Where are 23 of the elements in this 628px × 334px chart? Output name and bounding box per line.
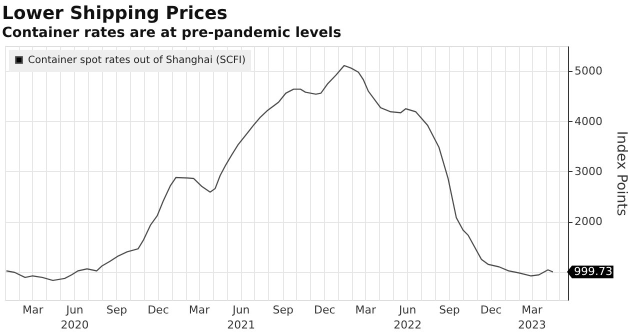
y-axis-title: Index Points [613, 130, 628, 216]
chart-subtitle: Container rates are at pre-pandemic levels [2, 25, 342, 41]
x-tick-label: Jun 2020 [60, 304, 89, 332]
x-tick-label: Sep [272, 304, 294, 316]
y-tick-label: 5000 [574, 64, 602, 78]
x-tick-label: Dec [314, 304, 336, 316]
x-tick-label: Jun 2022 [394, 304, 422, 332]
x-tick-label: Sep [106, 304, 128, 316]
y-tick-label: 4000 [574, 114, 602, 128]
x-tick-label: Sep [439, 304, 460, 316]
chart-title: Lower Shipping Prices [2, 3, 228, 24]
x-tick-label: Mar [355, 304, 376, 316]
legend-label: Container spot rates out of Shanghai (SCFI) [28, 55, 246, 66]
x-tick-label: Dec [148, 304, 169, 316]
y-tick-label: 2000 [574, 215, 602, 228]
x-tick-label: Dec [480, 304, 502, 316]
line-series [6, 64, 554, 282]
x-tick-label: Mar [188, 304, 210, 316]
x-tick-label: Jun 2021 [227, 304, 256, 332]
y-tick-label: 3000 [574, 164, 602, 178]
annotation: 999.73 [574, 264, 612, 278]
x-tick-label: Mar 2023 [518, 304, 546, 332]
x-tick-label: Mar [22, 304, 44, 316]
